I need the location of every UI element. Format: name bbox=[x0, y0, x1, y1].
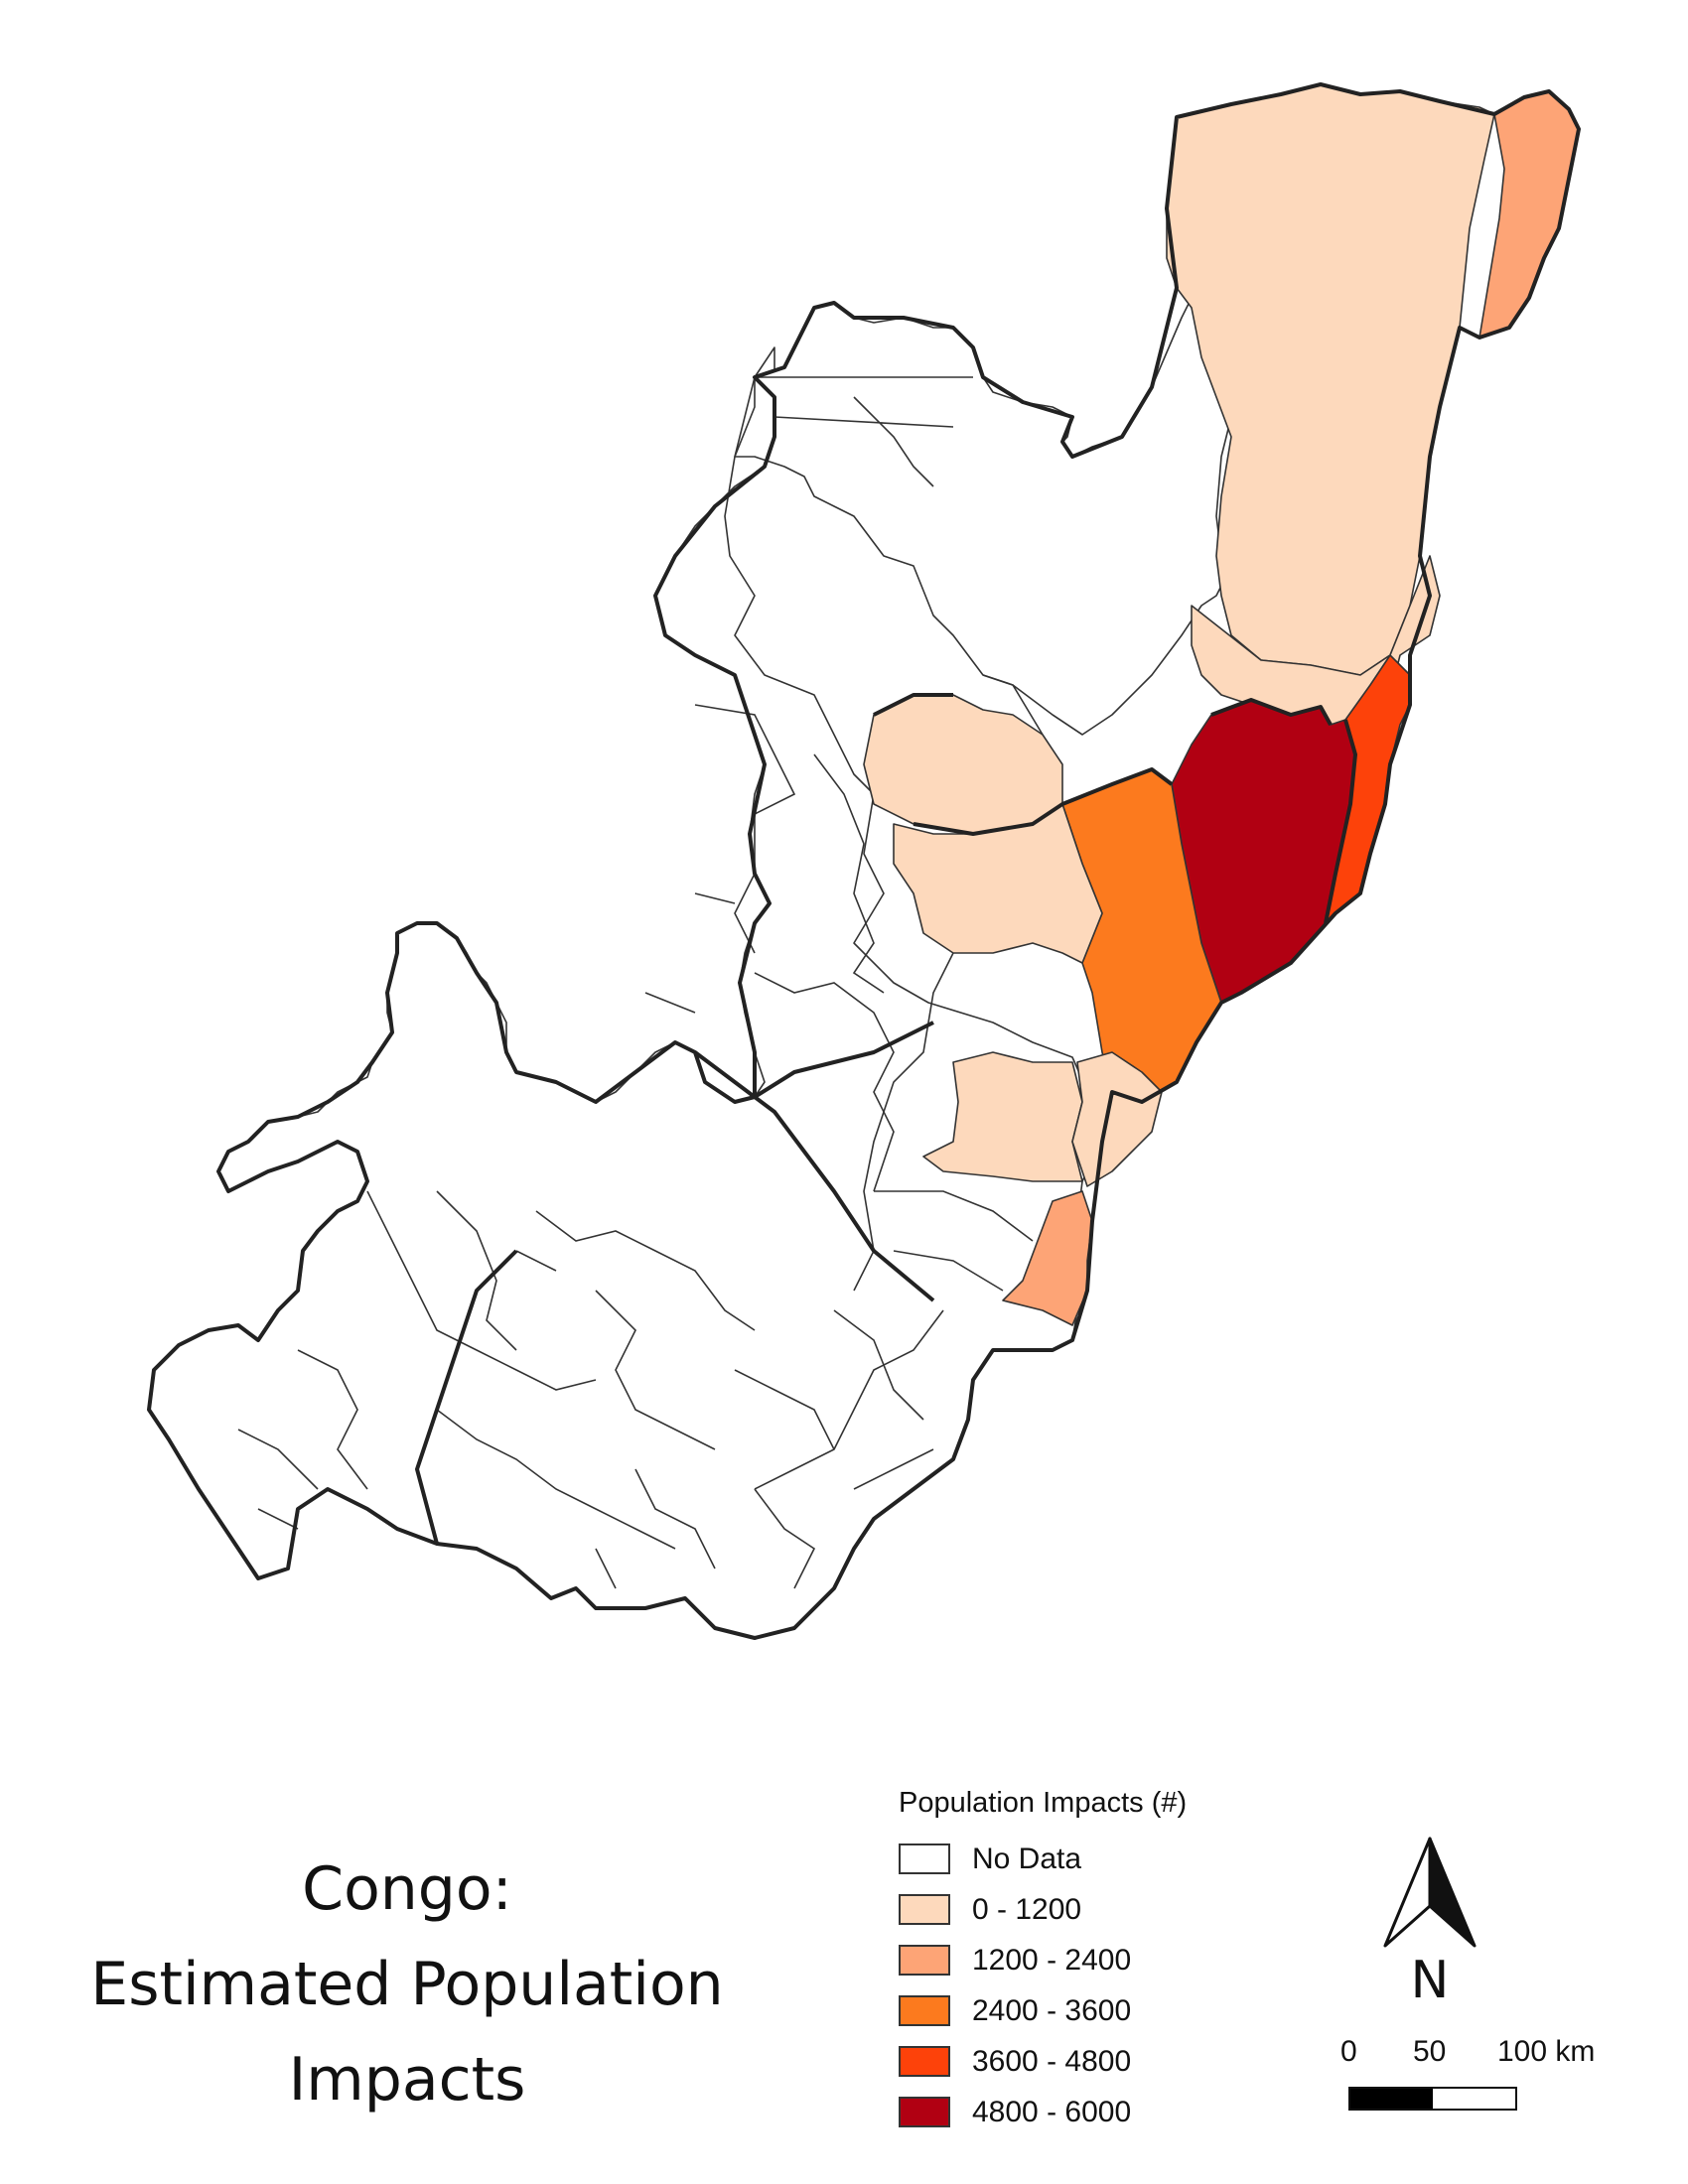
title-line-3: Impacts bbox=[288, 2045, 526, 2115]
north-label: N bbox=[1410, 1951, 1450, 2010]
department-boundaries bbox=[415, 693, 1357, 1545]
legend-item-4800-6000: 4800 - 6000 bbox=[899, 2087, 1316, 2137]
legend-title: Population Impacts (#) bbox=[899, 1787, 1188, 1819]
country-outline bbox=[147, 82, 1581, 1640]
legend-label: 2400 - 3600 bbox=[972, 1993, 1132, 2027]
scale-bar-segments bbox=[1348, 2087, 1517, 2111]
legend-swatch bbox=[899, 1894, 950, 1925]
scale-label-100km: 100 km bbox=[1497, 2035, 1596, 2068]
legend-swatch bbox=[899, 1995, 950, 2026]
scale-bar: 0 50 100 km bbox=[1321, 2035, 1618, 2115]
legend-swatch bbox=[899, 1945, 950, 1976]
legend-item-no-data: No Data bbox=[899, 1834, 1316, 1884]
legend-swatch bbox=[899, 2097, 950, 2127]
title-line-2: Estimated Population bbox=[90, 1950, 724, 2019]
legend-swatch bbox=[899, 2046, 950, 2077]
legend-item-0-1200: 0 - 1200 bbox=[899, 1884, 1316, 1935]
map-title: Congo: Estimated Population Impacts bbox=[40, 1842, 774, 2127]
scale-label-50: 50 bbox=[1413, 2035, 1447, 2068]
legend-label: 1200 - 2400 bbox=[972, 1943, 1132, 1977]
scale-segment-black bbox=[1350, 2089, 1433, 2109]
legend-item-3600-4800: 3600 - 4800 bbox=[899, 2036, 1316, 2087]
north-arrow: N bbox=[1375, 1837, 1484, 2010]
congo-map bbox=[147, 82, 1581, 1640]
title-line-1: Congo: bbox=[302, 1854, 512, 1924]
legend: Population Impacts (#) No Data 0 - 1200 … bbox=[899, 1787, 1316, 2137]
legend-label: No Data bbox=[972, 1842, 1082, 1875]
legend-item-1200-2400: 1200 - 2400 bbox=[899, 1935, 1316, 1985]
legend-label: 4800 - 6000 bbox=[972, 2095, 1132, 2128]
region-south-central-b bbox=[1071, 1051, 1163, 1187]
legend-label: 0 - 1200 bbox=[972, 1892, 1082, 1926]
legend-item-2400-3600: 2400 - 3600 bbox=[899, 1985, 1316, 2036]
legend-swatch bbox=[899, 1843, 950, 1874]
scale-label-0: 0 bbox=[1340, 2035, 1357, 2068]
north-arrow-icon bbox=[1383, 1837, 1477, 1948]
region-south-east-small bbox=[1002, 1190, 1093, 1326]
legend-label: 3600 - 4800 bbox=[972, 2044, 1132, 2078]
district-boundaries bbox=[237, 376, 1083, 1589]
region-south-central-a bbox=[922, 1051, 1083, 1182]
scale-segment-white bbox=[1433, 2089, 1515, 2109]
region-central-west-a bbox=[863, 694, 1063, 835]
